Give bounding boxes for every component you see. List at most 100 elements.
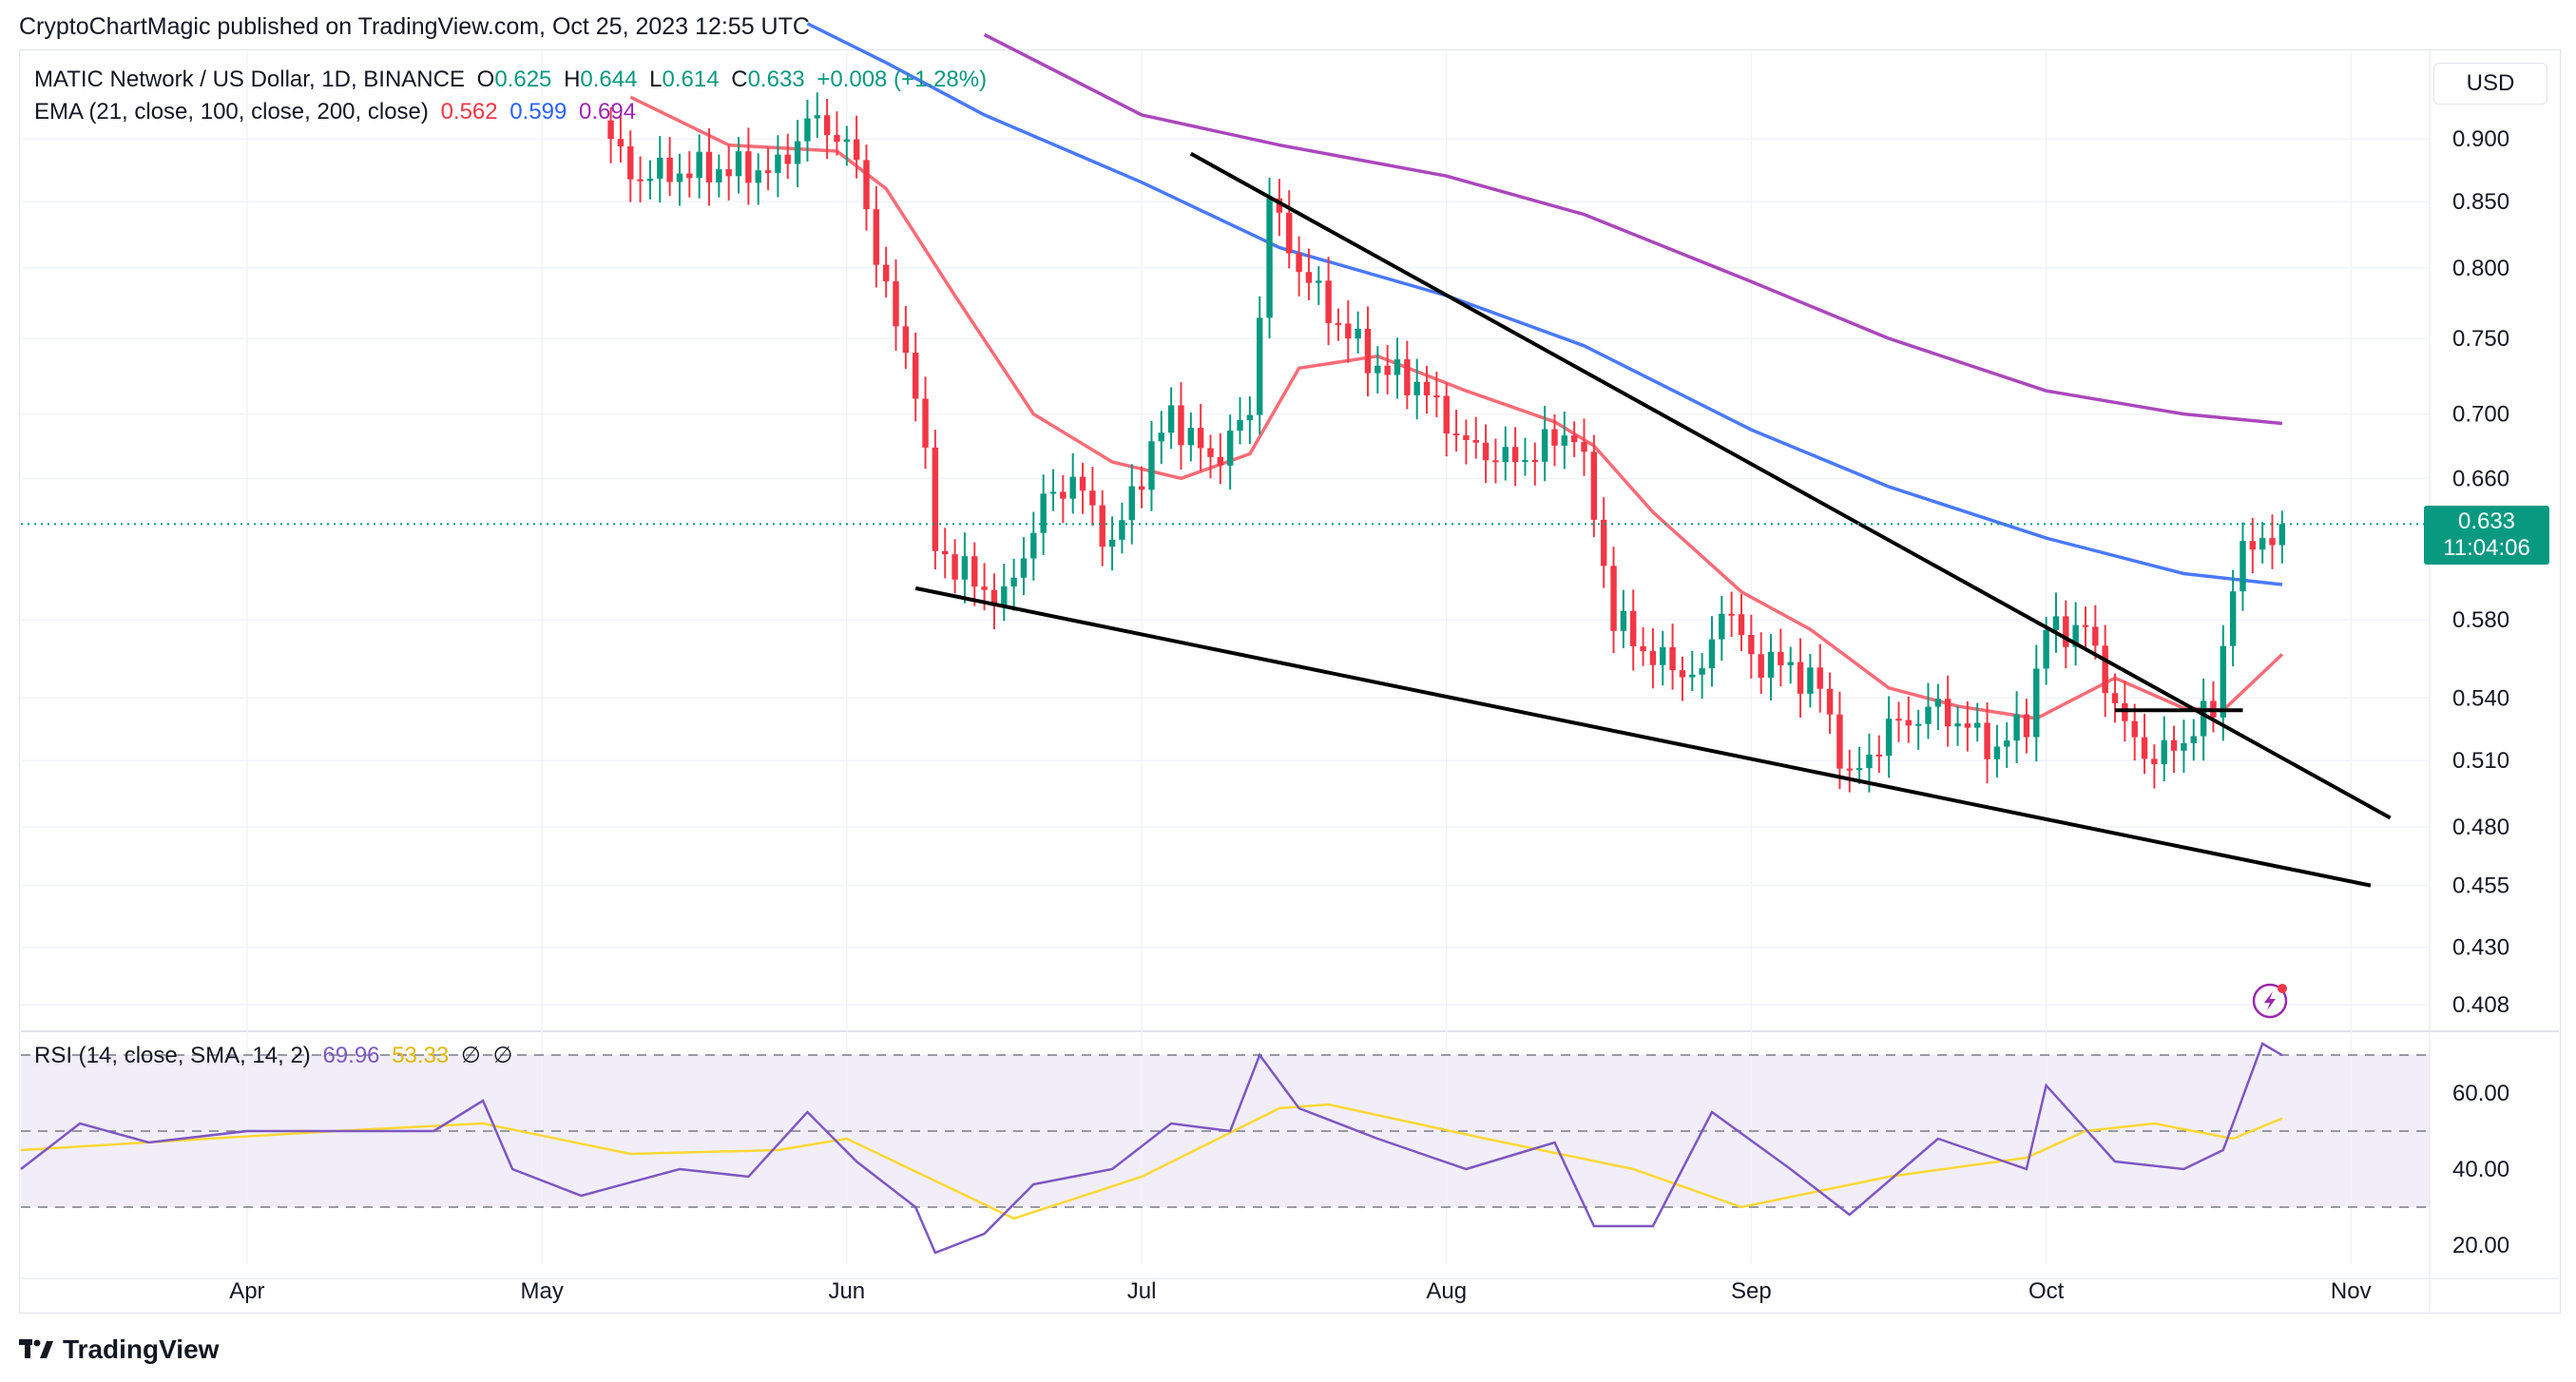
high-letter: H <box>564 67 581 92</box>
candle-body <box>1178 405 1184 446</box>
candle-body <box>784 154 791 164</box>
candle-body <box>755 170 761 183</box>
candle-body <box>725 169 732 177</box>
ema21-value: 0.562 <box>440 99 498 125</box>
candle-body <box>1551 429 1558 446</box>
candle-body <box>1511 447 1519 463</box>
candle-body <box>2240 541 2246 592</box>
candle-body <box>666 157 673 182</box>
candle-body <box>1620 610 1627 631</box>
candle-body <box>843 139 851 143</box>
month-tick-label: Aug <box>1426 1278 1467 1304</box>
candle-body <box>2200 701 2207 737</box>
candle-body <box>2181 742 2187 751</box>
price-tick-label: 0.480 <box>2452 815 2509 840</box>
candle-body <box>1590 451 1598 520</box>
candle-body <box>1875 754 1883 757</box>
price-tick-label: 0.580 <box>2452 607 2509 633</box>
candle-body <box>705 151 713 182</box>
close-letter: C <box>731 67 748 92</box>
candle-body <box>1237 419 1243 432</box>
candle-body <box>990 589 998 606</box>
candle-body <box>2229 591 2237 646</box>
candle-body <box>1128 486 1135 521</box>
candle-body <box>1570 435 1578 443</box>
candle-body <box>1099 505 1105 547</box>
candle-body <box>1394 359 1401 375</box>
candle-body <box>1541 429 1548 462</box>
chart-frame <box>19 49 2561 1314</box>
candle-body <box>952 554 958 580</box>
candle-body <box>2102 645 2108 694</box>
month-tick-label: Oct <box>2028 1278 2065 1304</box>
candle-body <box>1443 395 1450 434</box>
price-tick-label: 0.700 <box>2452 402 2509 428</box>
candle-body <box>686 173 693 179</box>
candle-body <box>1895 719 1902 721</box>
candle-body <box>1758 654 1764 679</box>
rsi-sma-value: 53.33 <box>392 1043 450 1068</box>
candle-body <box>1649 651 1657 665</box>
month-tick-label: Jun <box>828 1278 865 1304</box>
candle-body <box>1719 613 1725 640</box>
candle-body <box>1108 539 1116 547</box>
candle-body <box>1325 280 1332 323</box>
price-tick-label: 0.900 <box>2452 126 2509 152</box>
month-tick-label: May <box>520 1278 563 1304</box>
rsi-label[interactable]: RSI (14, close, SMA, 14, 2) <box>34 1043 311 1068</box>
candle-body <box>1020 558 1028 578</box>
candle-body <box>1640 645 1646 652</box>
candle-body <box>1630 610 1637 646</box>
candle-body <box>1197 428 1204 449</box>
rsi-tick-label: 20.00 <box>2452 1233 2509 1258</box>
candle-body <box>2111 693 2119 703</box>
rsi-na-1: ∅ <box>460 1043 481 1068</box>
candle-body <box>1797 662 1804 694</box>
candle-body <box>1001 585 1008 606</box>
candle-body <box>2063 616 2069 647</box>
candle-body <box>1119 520 1125 540</box>
price-tick-label: 0.800 <box>2452 256 2509 281</box>
candle-body <box>696 151 702 179</box>
candle-body <box>1463 434 1470 440</box>
candle-body <box>2170 739 2178 751</box>
candle-body <box>893 280 899 327</box>
candle-body <box>1964 723 1971 728</box>
price-tick-label: 0.540 <box>2452 685 2509 711</box>
publisher-line: CryptoChartMagic published on TradingVie… <box>19 13 810 40</box>
candle-body <box>1316 280 1322 283</box>
candle-body <box>1885 719 1893 757</box>
candle-body <box>1452 433 1460 436</box>
candle-body <box>1699 668 1705 675</box>
candle-body <box>1817 667 1823 689</box>
candle-body <box>2043 629 2049 669</box>
candle-body <box>1089 490 1096 506</box>
candle-body <box>1375 365 1381 374</box>
candle-body <box>1364 328 1372 374</box>
candle-body <box>745 151 752 183</box>
candle-body <box>1600 519 1607 566</box>
candle-body <box>1079 476 1086 491</box>
price-tick-label: 0.850 <box>2452 189 2509 215</box>
candle-body <box>1226 431 1234 466</box>
alert-lightning-icon <box>2252 983 2288 1019</box>
candle-body <box>1689 674 1696 678</box>
month-tick-label: Nov <box>2331 1278 2372 1304</box>
month-tick-label: Sep <box>1731 1278 1772 1304</box>
candle-body <box>1158 432 1164 442</box>
candle-body <box>863 160 870 210</box>
close-number: 0.633 <box>747 67 805 92</box>
ema-label[interactable]: EMA (21, close, 100, close, 200, close) <box>34 99 429 125</box>
candle-body <box>2052 616 2060 630</box>
ema-legend: EMA (21, close, 100, close, 200, close) … <box>34 99 642 125</box>
candle-body <box>1069 476 1076 499</box>
symbol-label[interactable]: MATIC Network / US Dollar, 1D, BINANCE <box>34 67 465 92</box>
tradingview-brand[interactable]: TradingView <box>19 1334 219 1365</box>
ema100-line <box>806 22 2283 586</box>
candle-body <box>775 154 781 173</box>
candle-body <box>1167 405 1175 433</box>
rsi-line <box>20 1042 2283 1255</box>
currency-button[interactable]: USD <box>2433 63 2547 105</box>
candle-body <box>853 139 860 161</box>
